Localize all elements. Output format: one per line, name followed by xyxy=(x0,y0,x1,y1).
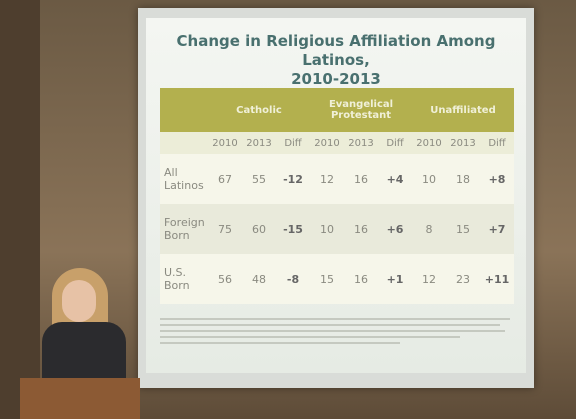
cell: +8 xyxy=(480,154,514,204)
corner-cell xyxy=(160,132,208,154)
cell: 12 xyxy=(310,154,344,204)
footnote-line xyxy=(160,342,400,344)
footnote-line xyxy=(160,324,500,326)
subheader: 2010 xyxy=(310,132,344,154)
cell: 67 xyxy=(208,154,242,204)
cell: 56 xyxy=(208,254,242,304)
subheader: 2010 xyxy=(208,132,242,154)
cell: 16 xyxy=(344,154,378,204)
title-line: Change in Religious Affiliation Among La… xyxy=(146,32,526,70)
cell: +1 xyxy=(378,254,412,304)
cell: -15 xyxy=(276,204,310,254)
subheader: 2013 xyxy=(344,132,378,154)
cell: +7 xyxy=(480,204,514,254)
cell: -12 xyxy=(276,154,310,204)
presenter-face xyxy=(62,280,96,322)
cell: 23 xyxy=(446,254,480,304)
footnote-line xyxy=(160,318,510,320)
slide: Change in Religious Affiliation Among La… xyxy=(146,18,526,373)
presenter-body xyxy=(42,322,126,382)
cell: 16 xyxy=(344,204,378,254)
cell: +4 xyxy=(378,154,412,204)
subheader: Diff xyxy=(276,132,310,154)
cell: 48 xyxy=(242,254,276,304)
subheader: 2013 xyxy=(242,132,276,154)
slide-title: Change in Religious Affiliation Among La… xyxy=(146,32,526,89)
row-label: Foreign Born xyxy=(160,204,208,254)
cell: 15 xyxy=(446,204,480,254)
group-header: Evangelical Protestant xyxy=(310,88,412,132)
group-header: Catholic xyxy=(208,88,310,132)
cell: +11 xyxy=(480,254,514,304)
row-label: All Latinos xyxy=(160,154,208,204)
podium xyxy=(20,378,140,419)
cell: 18 xyxy=(446,154,480,204)
row-label: U.S. Born xyxy=(160,254,208,304)
wall-edge xyxy=(0,0,40,419)
cell: +6 xyxy=(378,204,412,254)
subheader: 2013 xyxy=(446,132,480,154)
cell: 60 xyxy=(242,204,276,254)
cell: 10 xyxy=(412,154,446,204)
title-line: 2010-2013 xyxy=(146,70,526,89)
cell: 12 xyxy=(412,254,446,304)
cell: 15 xyxy=(310,254,344,304)
subheader: Diff xyxy=(378,132,412,154)
corner-cell xyxy=(160,88,208,132)
cell: -8 xyxy=(276,254,310,304)
subheader: 2010 xyxy=(412,132,446,154)
cell: 10 xyxy=(310,204,344,254)
footnote-line xyxy=(160,330,505,332)
group-header: Unaffiliated xyxy=(412,88,514,132)
subheader: Diff xyxy=(480,132,514,154)
cell: 75 xyxy=(208,204,242,254)
cell: 55 xyxy=(242,154,276,204)
cell: 16 xyxy=(344,254,378,304)
cell: 8 xyxy=(412,204,446,254)
footnote-line xyxy=(160,336,460,338)
photo: Change in Religious Affiliation Among La… xyxy=(0,0,576,419)
